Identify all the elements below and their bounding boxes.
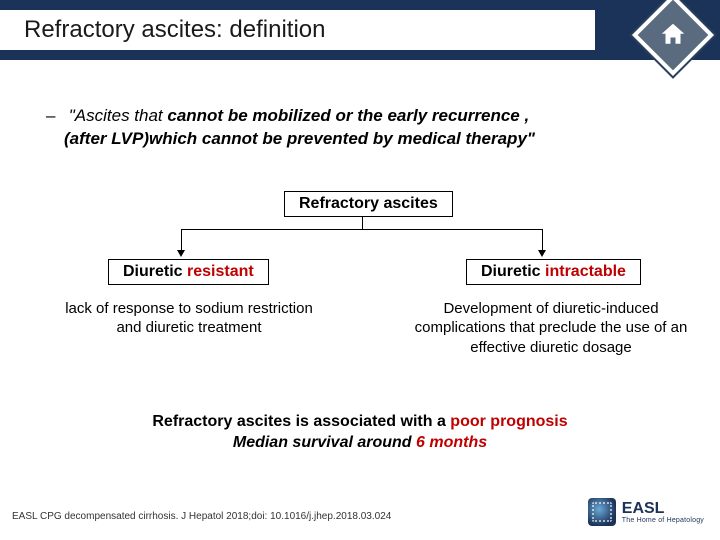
arrow-icon	[538, 250, 546, 257]
logo-mark-icon	[588, 498, 616, 526]
right-highlight: intractable	[545, 263, 626, 280]
prognosis-l1-pre: Refractory ascites is associated with a	[152, 413, 450, 430]
diagram-left-desc: lack of response to sodium restriction a…	[54, 299, 324, 338]
diagram-right-desc: Development of diuretic-induced complica…	[406, 299, 696, 358]
connector	[542, 229, 543, 251]
slide-title: Refractory ascites: definition	[0, 10, 595, 50]
diagram-left-box: Diuretic resistant	[108, 259, 269, 285]
diagram-right-box: Diuretic intractable	[466, 259, 641, 285]
prognosis-text: Refractory ascites is associated with a …	[36, 411, 684, 454]
prognosis-l1-red: poor prognosis	[450, 413, 567, 430]
right-plain: Diuretic	[481, 263, 545, 280]
diagram-root-label: Refractory ascites	[299, 195, 438, 212]
def-line1-prefix: "Ascites that	[69, 106, 168, 125]
connector	[362, 217, 363, 229]
left-highlight: resistant	[187, 263, 254, 280]
diagram-root-box: Refractory ascites	[284, 191, 453, 217]
prognosis-l2-red: 6 months	[416, 434, 487, 451]
bullet-dash: –	[46, 105, 64, 128]
logo-text: EASL The Home of Hepatology	[622, 501, 704, 524]
connector	[181, 229, 543, 230]
slide-body: – "Ascites that cannot be mobilized or t…	[0, 60, 720, 454]
logo-tagline: The Home of Hepatology	[622, 517, 704, 524]
citation: EASL CPG decompensated cirrhosis. J Hepa…	[12, 511, 391, 522]
prognosis-l2-pre: Median survival around	[233, 434, 416, 451]
logo-brand: EASL	[622, 501, 704, 517]
arrow-icon	[177, 250, 185, 257]
definition-bullet: – "Ascites that cannot be mobilized or t…	[36, 105, 684, 151]
def-line1-bold: cannot be mobilized or the early recurre…	[167, 106, 529, 125]
diagram: Refractory ascites Diuretic resistant Di…	[36, 191, 684, 411]
header-bar: Refractory ascites: definition	[0, 0, 720, 60]
left-plain: Diuretic	[123, 263, 187, 280]
def-line2-bold: (after LVP)which cannot be prevented by …	[64, 129, 535, 148]
title-text: Refractory ascites: definition	[24, 16, 325, 44]
easl-logo: EASL The Home of Hepatology	[588, 498, 704, 526]
connector	[181, 229, 182, 251]
